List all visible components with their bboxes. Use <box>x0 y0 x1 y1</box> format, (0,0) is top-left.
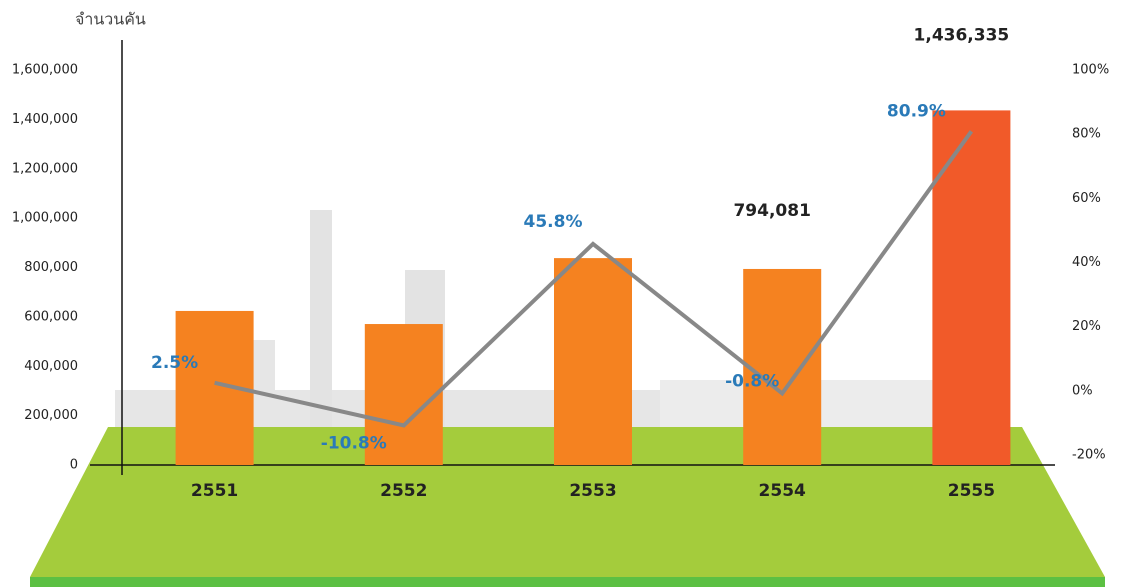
x-tick-label: 2555 <box>948 481 995 501</box>
y-tick-label: 1,200,000 <box>12 161 78 176</box>
line-value-label: -10.8% <box>321 433 387 453</box>
y2-tick-label: 0% <box>1072 383 1093 398</box>
y-tick-label: 800,000 <box>24 260 78 275</box>
y2-tick-label: 20% <box>1072 319 1101 334</box>
bar <box>932 110 1011 466</box>
line-value-label: 45.8% <box>524 212 583 232</box>
x-tick-label: 2553 <box>569 481 616 501</box>
y2-tick-label: 100% <box>1072 63 1109 78</box>
bar-value-label: 794,081 <box>733 201 810 221</box>
bar <box>743 268 822 465</box>
bar <box>364 324 443 465</box>
y-axis-label: จำนวนคัน <box>75 10 146 29</box>
y-tick-label: 1,600,000 <box>12 63 78 78</box>
y-tick-label: 0 <box>70 458 78 473</box>
line-value-label: 80.9% <box>887 101 946 121</box>
x-tick-label: 2551 <box>191 481 238 501</box>
y-tick-label: 1,000,000 <box>12 211 78 226</box>
bar-value-label: 1,436,335 <box>914 25 1010 45</box>
y2-tick-label: 80% <box>1072 127 1101 142</box>
x-tick-label: 2552 <box>380 481 427 501</box>
y2-tick-label: -20% <box>1072 448 1106 463</box>
line-value-label: 2.5% <box>151 353 198 373</box>
y-tick-label: 200,000 <box>24 408 78 423</box>
y-tick-label: 600,000 <box>24 309 78 324</box>
bar <box>554 258 632 465</box>
y-tick-label: 400,000 <box>24 359 78 374</box>
y2-tick-label: 60% <box>1072 191 1101 206</box>
line-value-label: -0.8% <box>725 371 779 391</box>
x-tick-label: 2554 <box>759 481 806 501</box>
line <box>214 130 974 428</box>
y-tick-label: 1,400,000 <box>12 112 78 127</box>
y2-tick-label: 40% <box>1072 255 1101 270</box>
